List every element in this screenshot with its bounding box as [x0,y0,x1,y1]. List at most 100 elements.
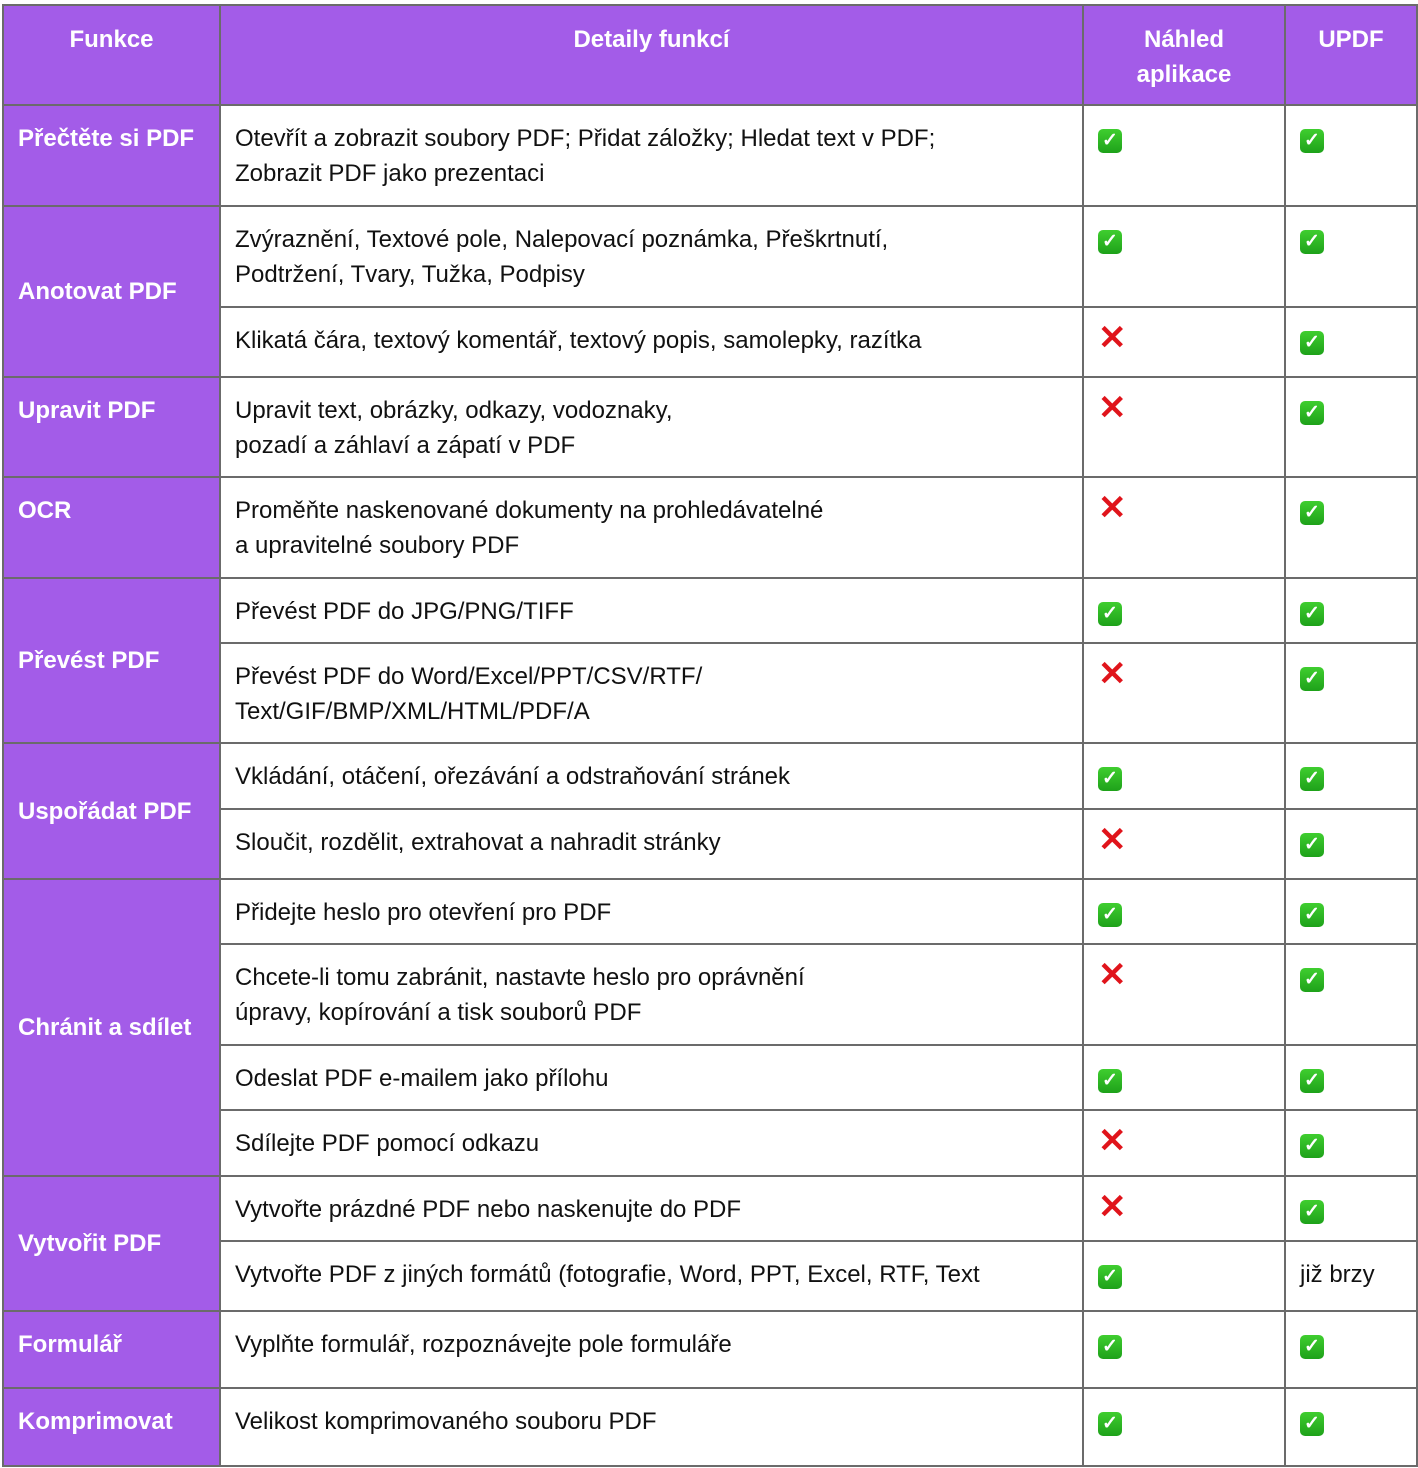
cross-icon: ✕ [1098,389,1127,427]
header-updf: UPDF [1284,4,1418,106]
table-row: Vytvořte PDF z jiných formátů (fotografi… [3,1240,1418,1312]
preview-cell: ✕ [1082,1175,1286,1242]
table-row: Anotovat PDF Zvýraznění, Textové pole, Na… [2,205,1418,378]
details-cell: Odeslat PDF e-mailem jako přílohu [219,1044,1084,1111]
cross-icon: ✕ [1098,821,1127,859]
check-icon: ✓ [1300,968,1324,992]
preview-cell: ✕ [1082,943,1286,1046]
details-cell: Převést PDF do Word/Excel/PPT/CSV/RTF/ T… [219,642,1084,744]
updf-cell: již brzy [1284,1240,1418,1312]
table-row: Přečtěte si PDF Otevřít a zobrazit soubor… [2,104,1418,207]
feature-cell: Přečtěte si PDF [2,104,221,207]
details-cell: Vkládání, otáčení, ořezávání a odstraňov… [219,742,1084,810]
check-icon: ✓ [1098,1265,1122,1289]
details-cell: Vytvořte PDF z jiných formátů (fotografi… [219,1240,1084,1312]
check-icon: ✓ [1098,230,1122,254]
check-icon: ✓ [1300,1335,1324,1359]
check-icon: ✓ [1300,602,1324,626]
cross-icon: ✕ [1098,489,1127,527]
updf-cell: ✓ [1284,1387,1418,1467]
updf-cell: ✓ [1284,376,1418,478]
details-cell: Přidejte heslo pro otevření pro PDF [219,878,1084,945]
preview-cell: ✓ [1082,742,1286,810]
feature-cell: Chránit a sdílet [2,878,221,1177]
updf-cell: ✓ [1284,104,1418,207]
details-cell: Proměňte naskenované dokumenty na prohle… [219,476,1084,579]
table-row: Klikatá čára, textový komentář, textový … [3,306,1418,378]
header-details: Detaily funkcí [219,4,1084,106]
details-cell: Zvýraznění, Textové pole, Nalepovací poz… [219,205,1084,308]
updf-cell: ✓ [1284,642,1418,744]
table-row: Vytvořit PDF Vytvořte prázdné PDF nebo na… [2,1175,1418,1312]
details-cell: Upravit text, obrázky, odkazy, vodoznaky… [219,376,1084,478]
feature-cell: Upravit PDF [2,376,221,478]
check-icon: ✓ [1300,1069,1324,1093]
table-row: Převést PDF do Word/Excel/PPT/CSV/RTF/ T… [3,642,1418,744]
details-cell: Velikost komprimovaného souboru PDF [219,1387,1084,1467]
table-row: Odeslat PDF e-mailem jako přílohu ✓ ✓ [3,1044,1418,1111]
preview-cell: ✓ [1082,1310,1286,1389]
updf-cell: ✓ [1284,476,1418,579]
table-row: Převést PDF Převést PDF do JPG/PNG/TIFF ✓ ✓ [2,577,1418,744]
details-cell: Otevřít a zobrazit soubory PDF; Přidat z… [219,104,1084,207]
cross-icon: ✕ [1098,655,1127,693]
feature-cell: Anotovat PDF [2,205,221,378]
check-icon: ✓ [1300,129,1324,153]
check-icon: ✓ [1098,129,1122,153]
check-icon: ✓ [1098,1069,1122,1093]
check-icon: ✓ [1300,833,1324,857]
feature-cell: Formulář [2,1310,221,1389]
updf-cell: ✓ [1284,742,1418,810]
check-icon: ✓ [1300,1412,1324,1436]
check-icon: ✓ [1098,1335,1122,1359]
status-text: již brzy [1300,1261,1375,1288]
check-icon: ✓ [1098,767,1122,791]
header-preview: Náhled aplikace [1082,4,1286,106]
preview-cell: ✓ [1082,1044,1286,1111]
preview-cell: ✕ [1082,306,1286,378]
updf-cell: ✓ [1284,1310,1418,1389]
preview-cell: ✓ [1082,577,1286,644]
check-icon: ✓ [1098,1412,1122,1436]
cross-icon: ✕ [1098,319,1127,357]
feature-cell: Vytvořit PDF [2,1175,221,1312]
table-row: Chránit a sdílet Přidejte heslo pro otevř… [2,878,1418,1177]
check-icon: ✓ [1300,1134,1324,1158]
details-cell: Vytvořte prázdné PDF nebo naskenujte do … [219,1175,1084,1242]
feature-cell: Převést PDF [2,577,221,744]
table-row: Komprimovat Velikost komprimovaného soubo… [2,1387,1418,1467]
table-row: OCR Proměňte naskenované dokumenty na pro… [2,476,1418,579]
updf-cell: ✓ [1284,808,1418,880]
cross-icon: ✕ [1098,1122,1127,1160]
table-row: Upravit PDF Upravit text, obrázky, odkazy… [2,376,1418,478]
check-icon: ✓ [1300,501,1324,525]
check-icon: ✓ [1300,230,1324,254]
details-cell: Klikatá čára, textový komentář, textový … [219,306,1084,378]
table-row: Formulář Vyplňte formulář, rozpoznávejte … [2,1310,1418,1389]
check-icon: ✓ [1300,903,1324,927]
updf-cell: ✓ [1284,577,1418,644]
check-icon: ✓ [1300,767,1324,791]
feature-cell: OCR [2,476,221,579]
updf-cell: ✓ [1284,943,1418,1046]
preview-cell: ✕ [1082,376,1286,478]
header-feature: Funkce [2,4,221,106]
updf-cell: ✓ [1284,878,1418,945]
details-cell: Sloučit, rozdělit, extrahovat a nahradit… [219,808,1084,880]
check-icon: ✓ [1300,331,1324,355]
details-cell: Sdílejte PDF pomocí odkazu [219,1109,1084,1177]
table-row: Uspořádat PDF Vkládání, otáčení, ořezáván… [2,742,1418,880]
cross-icon: ✕ [1098,956,1127,994]
details-cell: Vyplňte formulář, rozpoznávejte pole for… [219,1310,1084,1389]
check-icon: ✓ [1300,1200,1324,1224]
table-row: Sdílejte PDF pomocí odkazu ✕ ✓ [3,1109,1418,1177]
updf-cell: ✓ [1284,306,1418,378]
preview-cell: ✕ [1082,808,1286,880]
updf-cell: ✓ [1284,1109,1418,1177]
updf-cell: ✓ [1284,205,1418,308]
check-icon: ✓ [1098,602,1122,626]
table-row: Sloučit, rozdělit, extrahovat a nahradit… [3,808,1418,880]
check-icon: ✓ [1300,401,1324,425]
details-cell: Chcete-li tomu zabránit, nastavte heslo … [219,943,1084,1046]
updf-cell: ✓ [1284,1044,1418,1111]
